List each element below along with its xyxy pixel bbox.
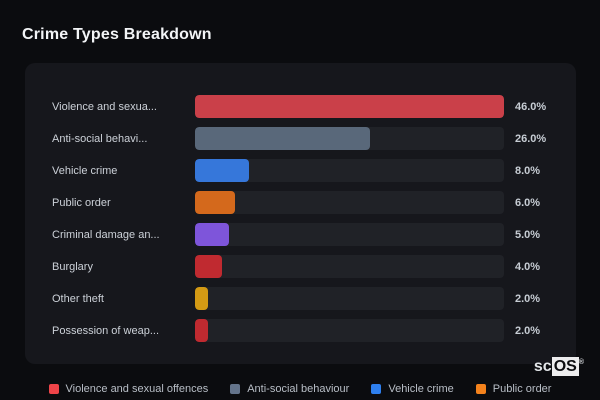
bar-label: Other theft [52,292,104,305]
bar[interactable] [195,159,249,182]
bar-rows: Violence and sexua... 46.0% Anti-social … [52,95,576,342]
bar-row: Other theft 2.0% [52,287,576,310]
legend-swatch-icon [230,384,241,394]
bar-label: Violence and sexua... [52,100,157,113]
bar[interactable] [195,255,222,278]
bar-row: Criminal damage an... 5.0% [52,223,576,246]
legend-swatch-icon [475,384,486,394]
bar-row: Vehicle crime 8.0% [52,159,576,182]
legend-label: Violence and sexual offences [65,383,209,395]
chart-legend: Violence and sexual offences Anti-social… [0,383,600,395]
bar-track [195,319,504,342]
bar-track [195,95,504,118]
bar[interactable] [195,287,209,310]
legend-item[interactable]: Vehicle crime [371,383,454,395]
legend-swatch-icon [48,384,59,394]
scos-logo-suffix: OS [551,357,579,376]
bar[interactable] [195,191,236,214]
bar-label: Public order [52,196,111,209]
bar-value: 2.0% [515,292,541,305]
bar-track [195,191,504,214]
legend-label: Public order [492,383,552,395]
legend-swatch-icon [371,384,382,394]
bar-label: Possession of weap... [52,324,160,337]
legend-label: Vehicle crime [388,383,454,395]
bar-row: Public order 6.0% [52,191,576,214]
bar-track [195,127,504,150]
bar-value: 5.0% [515,228,541,241]
legend-item[interactable]: Public order [475,383,552,395]
bar-label: Criminal damage an... [52,228,160,241]
legend-item[interactable]: Anti-social behaviour [230,383,349,395]
bar-track [195,159,504,182]
bar[interactable] [195,319,209,342]
bar[interactable] [195,223,229,246]
bar-track [195,287,504,310]
bar-row: Possession of weap... 2.0% [52,319,576,342]
bar[interactable] [195,127,370,150]
page-title: Crime Types Breakdown [22,26,212,43]
bar-value: 4.0% [515,260,541,273]
bar-label: Burglary [52,260,93,273]
scos-logo: sc OS ® [534,357,584,377]
registered-mark-icon: ® [578,359,584,366]
legend-label: Anti-social behaviour [247,383,350,395]
bar-value: 8.0% [515,164,541,177]
bar[interactable] [195,95,504,118]
bar-value: 2.0% [515,324,541,337]
legend-item[interactable]: Violence and sexual offences [48,383,209,395]
bar-track [195,223,504,246]
scos-logo-prefix: sc [533,358,552,375]
bar-label: Anti-social behavi... [52,132,148,145]
bar-value: 46.0% [515,100,547,113]
bar-label: Vehicle crime [52,164,118,177]
bar-value: 6.0% [515,196,541,209]
bar-track [195,255,504,278]
bar-row: Violence and sexua... 46.0% [52,95,576,118]
chart-card: Violence and sexua... 46.0% Anti-social … [25,63,576,364]
bar-row: Anti-social behavi... 26.0% [52,127,576,150]
bar-row: Burglary 4.0% [52,255,576,278]
bar-value: 26.0% [515,132,547,145]
